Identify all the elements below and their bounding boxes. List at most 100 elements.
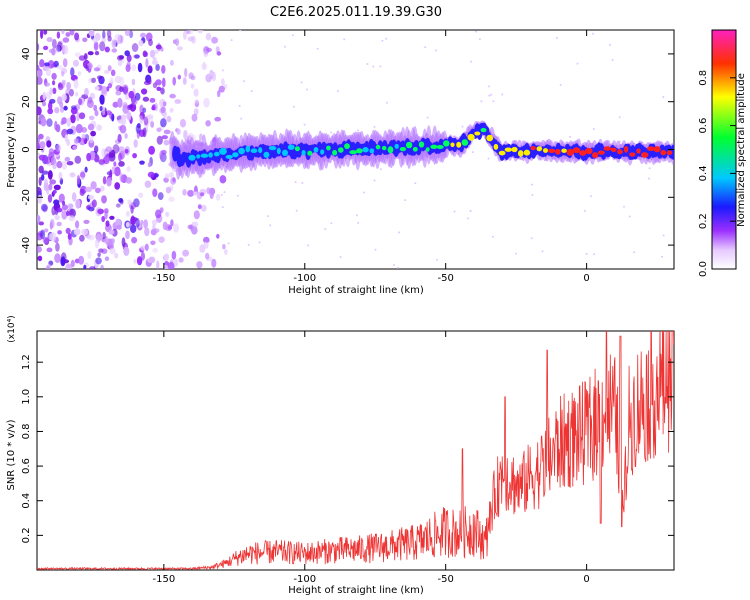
heatmap-cell bbox=[109, 111, 113, 120]
heatmap-cell bbox=[414, 182, 417, 185]
heatmap-cell bbox=[83, 219, 90, 224]
heatmap-cell bbox=[555, 148, 561, 155]
heatmap-cell bbox=[169, 93, 176, 99]
heatmap-cell bbox=[116, 224, 122, 230]
heatmap-cell bbox=[131, 236, 138, 244]
heatmap-cell bbox=[162, 77, 166, 88]
heatmap-cell bbox=[576, 62, 579, 65]
heatmap-cell bbox=[38, 133, 44, 140]
heatmap-cell bbox=[149, 97, 156, 103]
heatmap-cell bbox=[111, 39, 117, 48]
heatmap-cell bbox=[119, 172, 124, 183]
heatmap-cell bbox=[101, 215, 106, 223]
heatmap-cell bbox=[78, 255, 85, 265]
heatmap-cell bbox=[187, 224, 193, 230]
heatmap-cell bbox=[488, 94, 491, 97]
heatmap-cell bbox=[480, 100, 483, 103]
heatmap-cell bbox=[104, 69, 110, 74]
heatmap-cell bbox=[541, 250, 544, 253]
heatmap-cell bbox=[131, 78, 136, 86]
heatmap-cell bbox=[487, 157, 490, 160]
heatmap-cell bbox=[118, 198, 124, 203]
heatmap-cell bbox=[188, 154, 196, 161]
heatmap-cell bbox=[121, 237, 126, 248]
heatmap-cell bbox=[63, 105, 68, 111]
heatmap-cell bbox=[200, 153, 209, 158]
heatmap-cell bbox=[169, 107, 174, 113]
heatmap-cell bbox=[330, 222, 333, 225]
heatmap-cell bbox=[154, 102, 159, 112]
heatmap-cell bbox=[57, 230, 62, 235]
heatmap-cell bbox=[110, 238, 116, 244]
heatmap-cell bbox=[662, 96, 665, 98]
heatmap-cell bbox=[138, 192, 144, 198]
heatmap-cell bbox=[102, 231, 106, 240]
heatmap-cell bbox=[152, 57, 157, 62]
heatmap-cell bbox=[357, 129, 360, 132]
y-tick-label: 0.2 bbox=[21, 527, 32, 543]
heatmap-cell bbox=[101, 85, 108, 95]
heatmap-cell bbox=[258, 147, 263, 154]
heatmap-cell bbox=[182, 249, 190, 257]
heatmap-cell bbox=[498, 150, 506, 156]
y-tick-label: 1.0 bbox=[21, 389, 32, 405]
heatmap-cell bbox=[87, 51, 94, 56]
heatmap-cell bbox=[374, 248, 377, 251]
heatmap-cell bbox=[307, 150, 313, 156]
heatmap-cell bbox=[155, 209, 162, 219]
heatmap-cell bbox=[93, 41, 99, 51]
heatmap-cell bbox=[211, 36, 219, 44]
heatmap-cell bbox=[101, 148, 106, 158]
heatmap-cell bbox=[221, 206, 224, 209]
heatmap-cell bbox=[216, 233, 220, 239]
heatmap-cell bbox=[112, 101, 119, 108]
heatmap-cell bbox=[217, 90, 221, 98]
heatmap-cell bbox=[42, 91, 46, 101]
heatmap-cell bbox=[49, 179, 57, 185]
heatmap-cell bbox=[150, 121, 155, 128]
heatmap-cell bbox=[140, 251, 145, 261]
heatmap-cell bbox=[46, 187, 50, 195]
heatmap-cell bbox=[162, 221, 168, 231]
colorbar-tick-label: 0.0 bbox=[698, 261, 709, 277]
heatmap-cell bbox=[366, 63, 369, 65]
heatmap-cell bbox=[91, 199, 97, 208]
heatmap-cell bbox=[40, 30, 44, 39]
heatmap-cell bbox=[156, 127, 162, 133]
heatmap-cell bbox=[394, 143, 399, 149]
heatmap-cell bbox=[356, 148, 363, 154]
heatmap-cell bbox=[187, 36, 194, 42]
heatmap-cell bbox=[61, 30, 65, 35]
heatmap-cell bbox=[51, 72, 57, 80]
heatmap-cell bbox=[219, 147, 227, 155]
heatmap-cell bbox=[79, 171, 86, 178]
heatmap-cell bbox=[37, 194, 43, 204]
heatmap-cell bbox=[276, 147, 281, 155]
heatmap-cell bbox=[511, 146, 518, 153]
heatmap-cell bbox=[140, 245, 146, 251]
heatmap-cell bbox=[559, 84, 562, 86]
y-tick-label: 0.6 bbox=[21, 458, 32, 474]
heatmap-cell bbox=[193, 108, 199, 116]
heatmap-cell bbox=[79, 234, 85, 242]
heatmap-cell bbox=[381, 145, 387, 151]
heatmap-cell bbox=[113, 161, 117, 167]
heatmap-cell bbox=[147, 162, 152, 168]
heatmap-cell bbox=[647, 146, 655, 151]
heatmap-cell bbox=[37, 255, 43, 262]
x-tick-label: -150 bbox=[152, 273, 175, 284]
heatmap-cell bbox=[111, 166, 116, 175]
heatmap-cell bbox=[118, 152, 122, 162]
heatmap-cell bbox=[124, 133, 128, 139]
heatmap-cell bbox=[62, 37, 70, 43]
heatmap-cell bbox=[399, 147, 407, 152]
heatmap-cell bbox=[154, 49, 159, 55]
heatmap-cell bbox=[453, 210, 456, 213]
heatmap-cell bbox=[41, 174, 45, 181]
heatmap-cell bbox=[139, 104, 144, 114]
heatmap-cell bbox=[42, 101, 46, 107]
spectrogram-panel: -150 -100 -50 0 -40 -20 0 20 40 Height of straig… bbox=[6, 29, 675, 296]
heatmap-cell bbox=[203, 236, 210, 244]
heatmap-cell bbox=[114, 33, 121, 44]
heatmap-cell bbox=[492, 235, 494, 238]
